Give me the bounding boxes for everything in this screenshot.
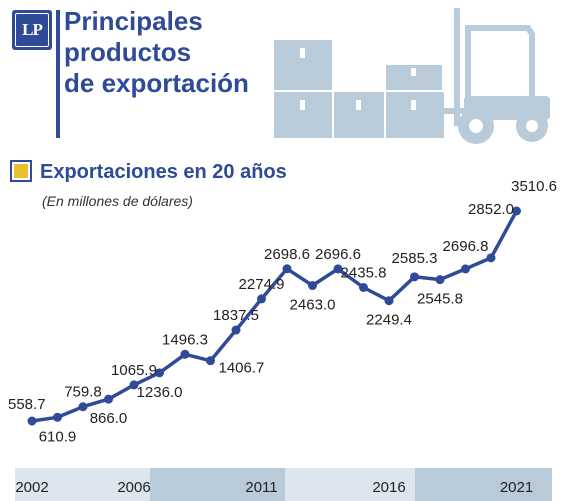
data-point-2003 <box>53 412 62 422</box>
forklift-boxes-illustration <box>274 8 550 144</box>
data-label-2013: 2463.0 <box>290 297 336 314</box>
data-point-2017 <box>410 272 419 282</box>
data-label-2002: 558.7 <box>8 396 46 413</box>
data-point-2013 <box>308 281 317 291</box>
data-point-2006 <box>129 380 139 390</box>
data-label-2015: 2435.8 <box>341 264 387 281</box>
x-tick-label-2021: 2021 <box>500 479 533 496</box>
data-point-2019 <box>461 264 470 274</box>
data-point-2015 <box>359 282 368 292</box>
logo-text: LP <box>15 13 49 47</box>
data-label-2011: 2274.9 <box>239 276 285 293</box>
data-label-2004: 759.8 <box>64 384 102 401</box>
data-label-2016: 2249.4 <box>366 312 412 329</box>
data-label-2014: 2696.6 <box>315 246 361 263</box>
data-label-2009: 1406.7 <box>219 360 265 377</box>
data-label-2007: 1236.0 <box>137 384 183 401</box>
axis-band-segment-1 <box>150 468 285 501</box>
data-points <box>27 206 521 426</box>
data-point-2005 <box>104 394 113 404</box>
data-point-2012 <box>282 264 292 274</box>
data-point-2002 <box>27 416 37 426</box>
chart-subtitle: Exportaciones en 20 años <box>40 161 287 183</box>
lp-logo: LP <box>12 10 52 50</box>
data-point-2004 <box>78 402 88 412</box>
axis-band-segment-0 <box>15 468 150 501</box>
subtitle-marker-icon <box>10 160 32 182</box>
data-point-2016 <box>384 296 394 306</box>
data-point-2008 <box>180 349 190 359</box>
data-label-2020: 2852.0 <box>468 201 514 218</box>
data-point-2011 <box>257 294 266 304</box>
driver-icon <box>495 43 509 57</box>
data-label-2010: 1837.5 <box>213 307 259 324</box>
data-point-2018 <box>435 275 445 285</box>
title-line-3: de exportación <box>64 68 249 98</box>
data-label-2017: 2585.3 <box>392 250 438 267</box>
data-label-2003: 610.9 <box>39 428 77 445</box>
data-label-2019: 2696.8 <box>443 238 489 255</box>
x-tick-label-2006: 2006 <box>117 479 150 496</box>
title-line-2: productos <box>64 37 192 67</box>
forklift-mast-icon <box>454 8 460 126</box>
title-line-1: Principales <box>64 6 203 36</box>
axis-band-segment-3 <box>415 468 552 501</box>
page-title: Principales productos de exportación <box>64 6 294 99</box>
data-label-2005: 866.0 <box>90 410 128 427</box>
data-label-2006: 1065.9 <box>111 362 157 379</box>
data-label-2008: 1496.3 <box>162 331 208 348</box>
header: LP Principales productos de exportación <box>0 0 567 148</box>
data-point-2014 <box>333 264 343 274</box>
box-icon <box>334 92 384 138</box>
x-tick-label-2011: 2011 <box>245 479 277 496</box>
x-tick-label-2002: 2002 <box>15 479 48 496</box>
data-point-2021 <box>512 206 521 216</box>
forklift-cab-icon <box>465 25 535 105</box>
data-label-2012: 2698.6 <box>264 246 310 263</box>
data-point-2007 <box>155 368 164 378</box>
data-label-2021: 3510.6 <box>511 178 557 195</box>
data-point-2009 <box>206 356 215 366</box>
x-axis-band <box>15 468 552 501</box>
chart-units: (En millones de dólares) <box>42 193 193 209</box>
box-icon <box>386 92 444 138</box>
data-label-2018: 2545.8 <box>417 291 463 308</box>
x-axis-labels: 2002 2006 2011 2016 2021 <box>15 479 533 496</box>
data-point-2020 <box>486 253 496 263</box>
data-labels: 558.7 610.9 759.8 866.0 1065.9 1236.0 1496.3 14… <box>8 178 557 445</box>
box-icon <box>274 92 332 138</box>
title-accent-bar <box>56 10 60 138</box>
axis-band-segment-2 <box>285 468 415 501</box>
data-point-2010 <box>231 325 241 335</box>
x-tick-label-2016: 2016 <box>372 479 405 496</box>
